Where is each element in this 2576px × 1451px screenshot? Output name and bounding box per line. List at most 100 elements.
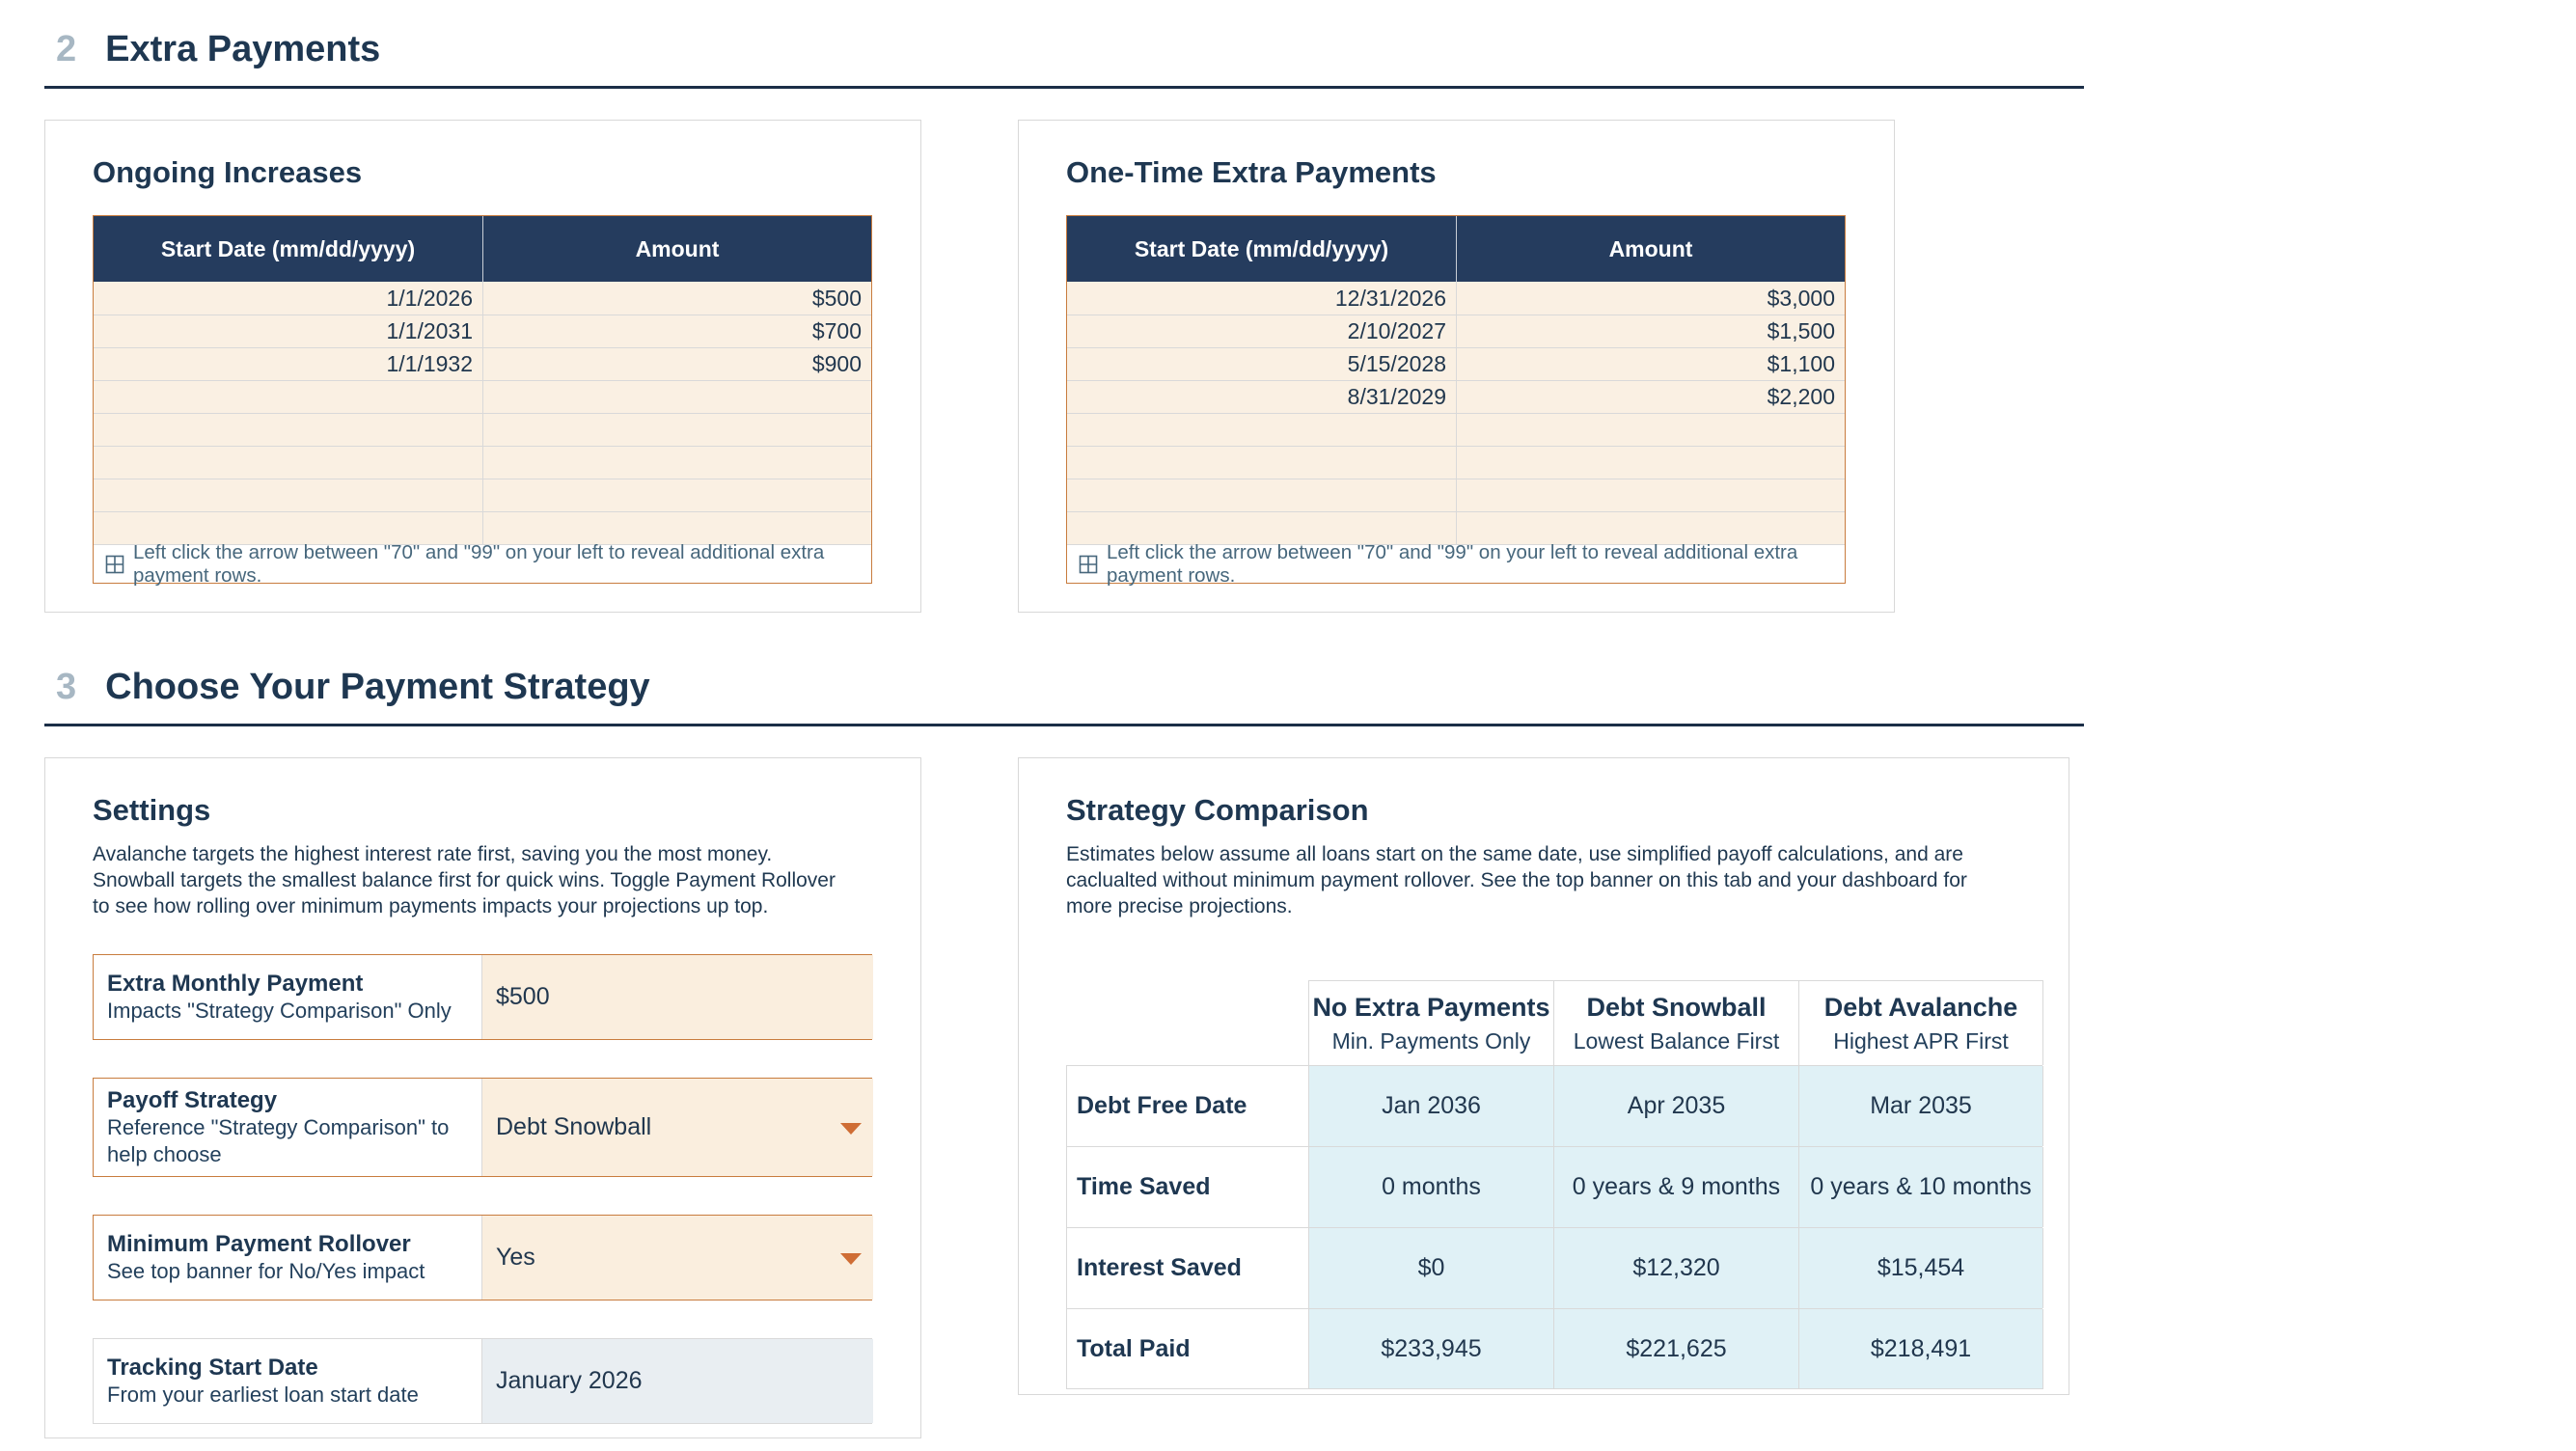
payment-date-cell[interactable]: 1/1/1932 [386, 351, 473, 376]
payment-amount-cell[interactable] [482, 414, 871, 446]
one-time-payments-table: Start Date (mm/dd/yyyy) Amount 12/31/202… [1066, 215, 1846, 587]
minimum-payment-rollover-dropdown[interactable]: Yes [482, 1216, 873, 1300]
table-row [1067, 479, 1845, 511]
table-row [94, 413, 871, 446]
payment-amount-cell[interactable] [1456, 447, 1845, 479]
payment-amount-cell[interactable]: $700 [482, 315, 871, 347]
total-paid-snowball: $221,625 [1554, 1309, 1798, 1389]
section-number: 3 [56, 667, 77, 707]
table-header-row: Start Date (mm/dd/yyyy) Amount [1067, 216, 1845, 282]
payment-date-cell[interactable] [94, 381, 482, 413]
payment-date-cell[interactable] [94, 414, 482, 446]
table-row: 1/1/1932 $900 [94, 347, 871, 380]
strategy-comparison-description: Estimates below assume all loans start o… [1066, 843, 1967, 917]
corner-cell [1066, 980, 1308, 1065]
table-row [94, 380, 871, 413]
payment-amount-cell[interactable] [482, 512, 871, 544]
time-saved-snowball: 0 years & 9 months [1554, 1147, 1798, 1227]
chevron-down-icon[interactable] [840, 1122, 862, 1135]
table-row [1067, 446, 1845, 479]
debt-free-date-no-extra: Jan 2036 [1309, 1066, 1553, 1146]
payment-amount-cell[interactable] [1456, 414, 1845, 446]
payment-date-cell[interactable]: 5/15/2028 [1347, 351, 1446, 376]
section-number: 2 [56, 29, 77, 69]
debt-free-date-snowball: Apr 2035 [1554, 1066, 1798, 1146]
column-header-start-date: Start Date (mm/dd/yyyy) [1134, 235, 1389, 261]
settings-card: Settings Avalanche targets the highest i… [44, 757, 921, 1438]
table-row [1067, 511, 1845, 544]
payment-amount-cell[interactable] [1456, 512, 1845, 544]
debt-free-date-avalanche: Mar 2035 [1799, 1066, 2043, 1146]
field-label: Minimum Payment Rollover See top banner … [94, 1216, 482, 1300]
footnote-text: Left click the arrow between "70" and "9… [1107, 540, 1798, 587]
payment-amount-cell[interactable]: $900 [482, 348, 871, 380]
payment-date-cell[interactable] [1067, 479, 1456, 511]
total-paid-no-extra: $233,945 [1309, 1309, 1553, 1389]
table-row [94, 479, 871, 511]
card-title-settings: Settings [93, 793, 211, 827]
card-title-ongoing: Ongoing Increases [93, 155, 363, 189]
payment-date-cell[interactable] [1067, 447, 1456, 479]
section-header-payment-strategy: 3 Choose Your Payment Strategy [44, 667, 2084, 726]
payment-amount-cell[interactable]: $1,500 [1456, 315, 1845, 347]
time-saved-no-extra: 0 months [1309, 1147, 1553, 1227]
payment-date-cell[interactable] [94, 479, 482, 511]
column-header-start-date: Start Date (mm/dd/yyyy) [160, 235, 416, 261]
payment-date-cell[interactable]: 1/1/2031 [386, 318, 473, 343]
column-header-debt-snowball: Debt Snowball Lowest Balance First [1554, 980, 1798, 1065]
table-row: 2/10/2027 $1,500 [1067, 315, 1845, 347]
table-row: 1/1/2031 $700 [94, 315, 871, 347]
interest-saved-avalanche: $15,454 [1799, 1228, 2043, 1308]
payment-amount-cell[interactable] [482, 447, 871, 479]
payment-amount-cell[interactable]: $1,100 [1456, 348, 1845, 380]
strategy-comparison-table: No Extra Payments Min. Payments Only Deb… [1066, 980, 2043, 1389]
field-label: Extra Monthly Payment Impacts "Strategy … [94, 955, 482, 1039]
row-label-debt-free-date: Debt Free Date [1066, 1066, 1308, 1146]
payoff-strategy-dropdown[interactable]: Debt Snowball [482, 1079, 873, 1176]
payment-date-cell[interactable]: 8/31/2029 [1347, 384, 1446, 409]
section-header-extra-payments: 2 Extra Payments [44, 29, 2084, 89]
row-label-time-saved: Time Saved [1066, 1147, 1308, 1227]
field-payoff-strategy: Payoff Strategy Reference "Strategy Comp… [93, 1078, 873, 1177]
strategy-comparison-card: Strategy Comparison Estimates below assu… [1018, 757, 2069, 1395]
time-saved-avalanche: 0 years & 10 months [1799, 1147, 2043, 1227]
field-label: Tracking Start Date From your earliest l… [94, 1339, 482, 1423]
table-header-row: Start Date (mm/dd/yyyy) Amount [94, 216, 871, 282]
grid-icon [1079, 555, 1098, 574]
card-title-strategy-comparison: Strategy Comparison [1066, 793, 1369, 827]
payment-amount-cell[interactable]: $3,000 [1456, 282, 1845, 315]
interest-saved-snowball: $12,320 [1554, 1228, 1798, 1308]
ongoing-increases-table: Start Date (mm/dd/yyyy) Amount 1/1/2026 … [93, 215, 872, 587]
payment-date-cell[interactable] [94, 447, 482, 479]
table-row: 1/1/2026 $500 [94, 282, 871, 315]
table-footnote: Left click the arrow between "70" and "9… [1067, 541, 1845, 587]
payment-date-cell[interactable]: 1/1/2026 [386, 285, 473, 311]
table-row [1067, 413, 1845, 446]
column-header-no-extra-payments: No Extra Payments Min. Payments Only [1309, 980, 1553, 1065]
ongoing-increases-card: Ongoing Increases Start Date (mm/dd/yyyy… [44, 120, 921, 613]
payment-amount-cell[interactable]: $500 [482, 282, 871, 315]
payment-amount-cell[interactable] [1456, 479, 1845, 511]
field-label: Payoff Strategy Reference "Strategy Comp… [94, 1079, 482, 1176]
table-row: 5/15/2028 $1,100 [1067, 347, 1845, 380]
payment-date-cell[interactable] [94, 512, 482, 544]
payment-amount-cell[interactable]: $2,200 [1456, 381, 1845, 413]
payment-date-cell[interactable] [1067, 414, 1456, 446]
payment-date-cell[interactable]: 12/31/2026 [1334, 285, 1446, 311]
row-label-total-paid: Total Paid [1066, 1309, 1308, 1389]
chevron-down-icon[interactable] [840, 1252, 862, 1265]
payment-amount-cell[interactable] [482, 479, 871, 511]
row-label-interest-saved: Interest Saved [1066, 1228, 1308, 1308]
payment-date-cell[interactable]: 2/10/2027 [1347, 318, 1446, 343]
payment-amount-cell[interactable] [482, 381, 871, 413]
section-title: Extra Payments [105, 29, 381, 69]
payment-date-cell[interactable] [1067, 512, 1456, 544]
table-row: 12/31/2026 $3,000 [1067, 282, 1845, 315]
table-row [94, 446, 871, 479]
extra-monthly-payment-input[interactable]: $500 [482, 955, 873, 1039]
table-row: 8/31/2029 $2,200 [1067, 380, 1845, 413]
section-title: Choose Your Payment Strategy [105, 667, 650, 707]
field-extra-monthly-payment: Extra Monthly Payment Impacts "Strategy … [93, 954, 873, 1040]
settings-description: Avalanche targets the highest interest r… [93, 843, 836, 917]
